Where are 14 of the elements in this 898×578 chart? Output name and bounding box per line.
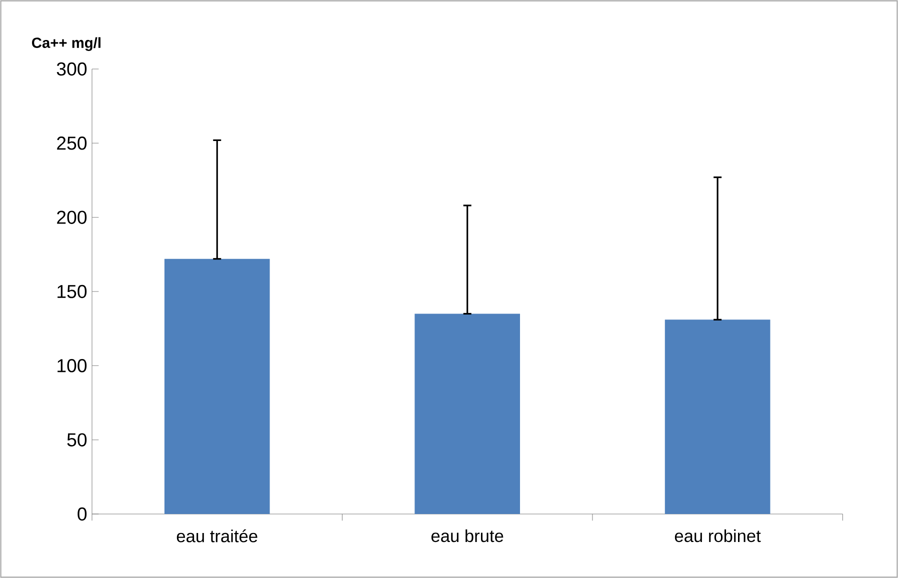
y-tick-label: 200 — [57, 210, 87, 224]
x-tick-label: eau brute — [431, 529, 504, 542]
x-tick-label: eau robinet — [674, 529, 761, 542]
bar — [164, 258, 270, 514]
y-tick-label: 100 — [58, 359, 87, 372]
y-tick-label: 250 — [57, 136, 87, 150]
bar — [664, 320, 770, 514]
y-tick-label: 0 — [78, 507, 87, 521]
x-tick-label: eau traitée — [176, 529, 258, 542]
y-axis-title: Ca++ mg/l — [32, 37, 100, 51]
y-tick-label: 50 — [67, 433, 87, 446]
bar — [414, 314, 520, 514]
y-tick-label: 300 — [56, 62, 87, 76]
y-tick-label: 150 — [58, 284, 87, 298]
